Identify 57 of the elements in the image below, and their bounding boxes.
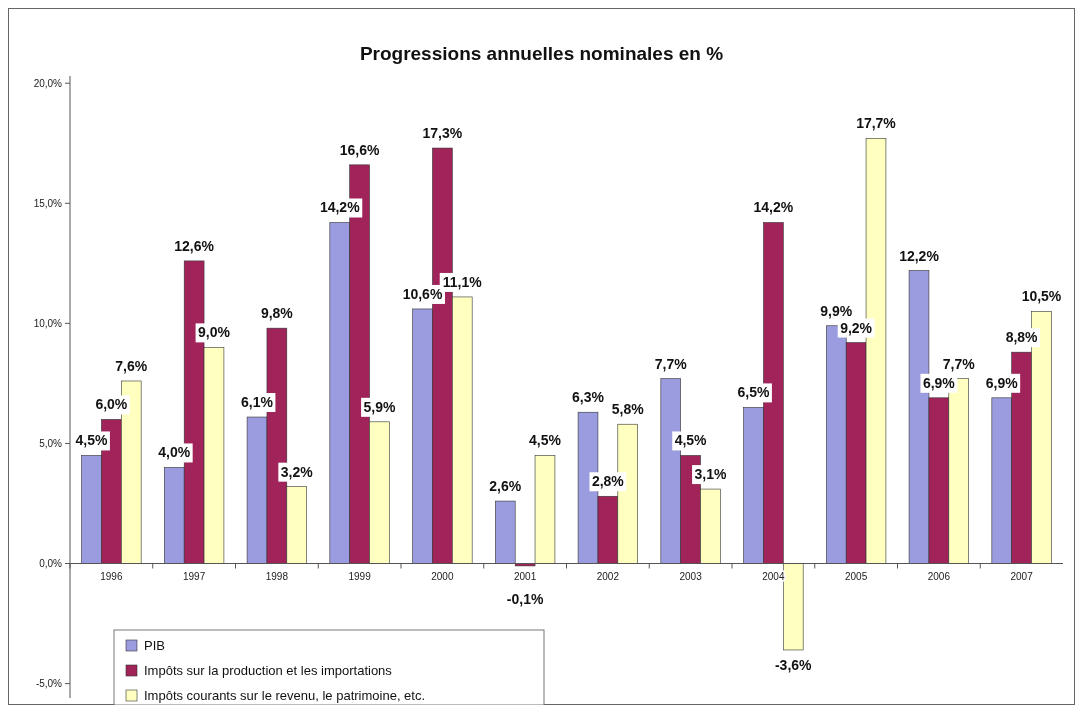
data-label: 8,8% (1005, 329, 1039, 346)
data-label: 3,1% (694, 466, 727, 483)
x-tick-label: 2006 (927, 570, 951, 582)
data-label: 10,6% (402, 285, 443, 302)
x-tick-label: 1996 (100, 570, 123, 582)
data-label: 9,9% (820, 302, 853, 319)
data-label: 9,8% (260, 305, 294, 322)
data-label: 6,5% (737, 384, 771, 401)
data-label: 4,0% (158, 444, 191, 461)
y-tick-label: 20,0% (33, 77, 63, 89)
x-tick-label: 2000 (431, 570, 454, 582)
data-label: 12,2% (899, 247, 940, 264)
data-label: 14,2% (319, 199, 361, 216)
x-tick-label: 2005 (845, 570, 868, 582)
y-tick-label: 15,0% (33, 197, 63, 209)
data-label: 17,7% (856, 115, 897, 132)
x-tick-label: 2002 (596, 570, 620, 582)
x-tick-label: 2003 (679, 570, 703, 582)
data-label: 11,1% (442, 273, 483, 290)
data-label: 4,5% (529, 432, 562, 449)
y-tick-label: 10,0% (33, 317, 63, 329)
data-label: 5,8% (611, 401, 645, 418)
data-label: 2,8% (591, 473, 625, 490)
data-label: 7,7% (942, 355, 976, 372)
data-label: 6,9% (922, 374, 956, 391)
data-label: 6,0% (95, 396, 128, 413)
x-tick-label: 1997 (183, 570, 206, 582)
data-label: 4,5% (674, 432, 708, 449)
chart-title: Progressions annuelles nominales en % (359, 43, 724, 64)
x-tick-label: 1999 (348, 570, 372, 582)
data-label: 17,3% (422, 125, 463, 142)
y-tick-label: 5,0% (39, 437, 63, 449)
x-tick-label: 2001 (514, 570, 537, 582)
data-label: 10,5% (1021, 288, 1062, 305)
data-label: 9,2% (840, 319, 873, 336)
x-tick-label: 2007 (1010, 570, 1034, 582)
data-label: 6,9% (985, 374, 1019, 391)
legend-label: Impôts courants sur le revenu, le patrimoine, etc. (144, 688, 426, 703)
data-label: 3,2% (280, 463, 314, 480)
data-label: -3,6% (774, 656, 813, 673)
data-label: 2,6% (489, 478, 522, 495)
data-label: -0,1% (506, 590, 544, 607)
data-label: 9,0% (198, 324, 231, 341)
data-label: 4,5% (75, 432, 109, 449)
data-label: 7,7% (654, 355, 688, 372)
data-label: 16,6% (339, 141, 381, 158)
data-label: 6,1% (241, 394, 274, 411)
y-tick-label: -5,0% (35, 678, 63, 690)
data-label: 12,6% (174, 237, 215, 254)
data-label: 7,6% (115, 358, 148, 374)
legend-label: Impôts sur la production et les importations (144, 663, 393, 678)
legend-label: PIB (144, 638, 165, 653)
data-label: 6,3% (572, 389, 605, 406)
data-label: 14,2% (753, 199, 794, 216)
x-tick-label: 1998 (265, 570, 289, 582)
data-label: 5,9% (363, 398, 396, 415)
y-tick-label: 0,0% (39, 558, 63, 570)
